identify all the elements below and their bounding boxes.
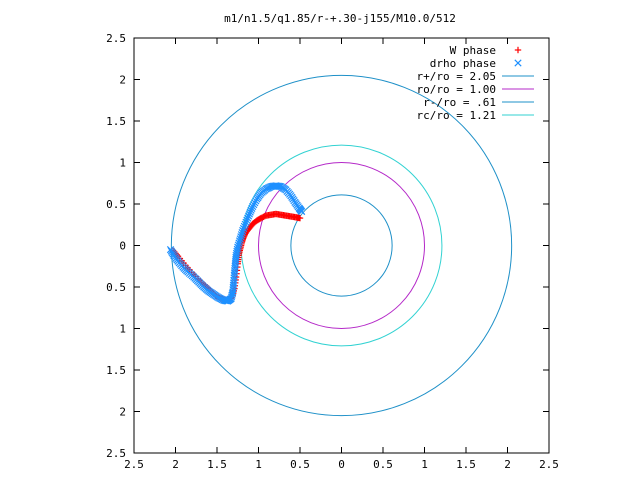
drho-phase-point	[514, 59, 522, 67]
legend-label: rc/ro = 1.21	[417, 109, 496, 122]
x-tick-label: 1	[255, 458, 262, 471]
y-tick-label: 2.5	[106, 447, 126, 460]
x-tick-label: 1.5	[456, 458, 476, 471]
y-tick-label: 0.5	[106, 281, 126, 294]
reference-circle	[170, 74, 513, 417]
drho-phase-point	[235, 239, 243, 247]
x-tick-label: 2.5	[539, 458, 559, 471]
y-tick-label: 0	[119, 240, 126, 253]
legend-label: drho phase	[430, 57, 496, 70]
drho-phase-point	[234, 241, 242, 249]
y-tick-label: 1	[119, 157, 126, 170]
drho-phase-point	[238, 229, 246, 237]
y-tick-label: 2	[119, 74, 126, 87]
y-tick-label: 1.5	[106, 364, 126, 377]
drho-phase-point	[244, 212, 253, 220]
legend-label: r+/ro = 2.05	[417, 70, 496, 83]
drho-phase-point	[243, 216, 251, 224]
y-tick-label: 0.5	[106, 198, 126, 211]
y-tick-label: 1	[119, 323, 126, 336]
x-tick-label: 1.5	[207, 458, 227, 471]
reference-circle	[290, 194, 393, 297]
x-tick-label: 2	[504, 458, 511, 471]
drho-phase-point	[298, 207, 306, 216]
y-tick-label: 1.5	[106, 115, 126, 128]
drho-phase-point	[247, 206, 255, 214]
legend-label: W phase	[450, 44, 496, 57]
x-tick-label: 0	[338, 458, 345, 471]
drho-phase-point	[236, 235, 244, 243]
reference-circles	[170, 74, 513, 417]
drho-phase-point	[246, 208, 254, 216]
w-phase-point	[296, 214, 304, 222]
drho-phase-point	[235, 237, 244, 245]
drho-phase-point	[248, 204, 256, 212]
drho-phase-point	[237, 233, 245, 241]
phase-points	[166, 182, 306, 305]
drho-phase-point	[240, 222, 249, 231]
chart-title: m1/n1.5/q1.85/r-+.30-j155/M10.0/512	[224, 12, 456, 25]
legend-label: ro/ro = 1.00	[417, 83, 496, 96]
legend-label: r-/ro = .61	[423, 96, 496, 109]
reference-circle	[240, 144, 443, 347]
reference-circle	[258, 162, 425, 329]
drho-phase-point	[234, 243, 242, 251]
drho-phase-point	[245, 210, 253, 218]
axis-ticks: 2.5 2 1.5 1 0.5 0 0.5 1 1.5 2 2.52.521.510.500.511…	[106, 32, 559, 471]
y-tick-label: 2	[119, 406, 126, 419]
drho-phase-point	[239, 226, 247, 235]
drho-phase-point	[239, 224, 248, 233]
drho-phase-point	[233, 245, 241, 253]
x-tick-label: 2.5	[124, 458, 144, 471]
x-tick-label: 0.5	[290, 458, 310, 471]
drho-phase-point	[241, 220, 249, 228]
w-phase-point	[514, 46, 522, 54]
y-tick-label: 2.5	[106, 32, 126, 45]
x-tick-label: 0.5	[373, 458, 393, 471]
x-tick-label: 2	[172, 458, 179, 471]
drho-phase-point	[237, 231, 246, 239]
drho-phase-point	[242, 218, 250, 226]
x-tick-label: 1	[421, 458, 428, 471]
drho-phase-point	[244, 214, 252, 222]
